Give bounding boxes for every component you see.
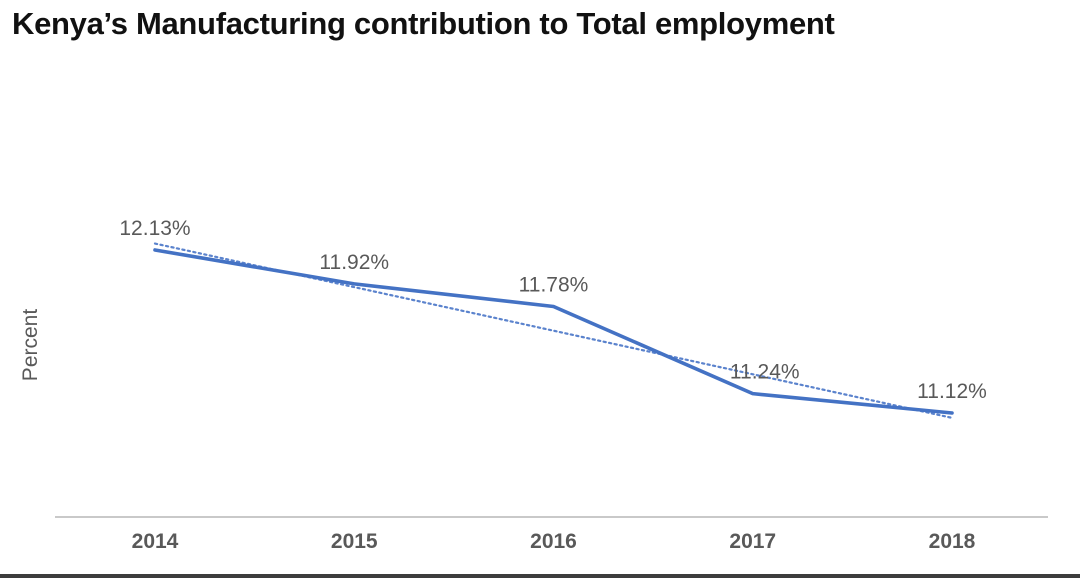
data-label: 11.12% — [917, 380, 987, 403]
series-line — [153, 248, 954, 415]
x-tick-label: 2017 — [729, 530, 776, 553]
data-label: 12.13% — [119, 217, 190, 240]
y-axis-label: Percent — [19, 309, 42, 382]
x-tick-label: 2018 — [929, 530, 976, 553]
chart-title: Kenya’s Manufacturing contribution to To… — [12, 6, 835, 41]
data-label: 11.92% — [319, 251, 389, 274]
data-label: 11.78% — [519, 273, 589, 296]
x-tick-label: 2015 — [331, 530, 378, 553]
x-tick-label: 2016 — [530, 530, 577, 553]
x-tick-label: 2014 — [132, 530, 179, 553]
bottom-border-bar — [0, 574, 1080, 578]
data-label: 11.24% — [730, 361, 800, 384]
